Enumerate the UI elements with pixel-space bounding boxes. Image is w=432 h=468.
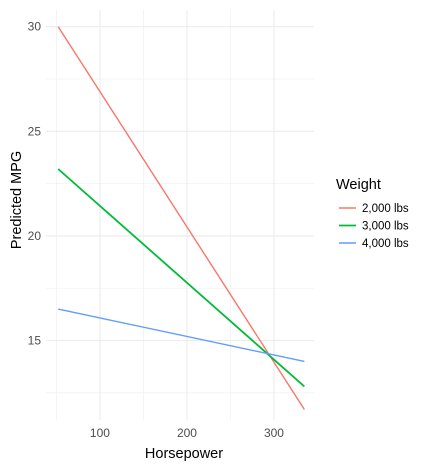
y-tick-label: 30 (28, 20, 42, 34)
y-tick-label: 25 (28, 124, 42, 138)
grid-minor (46, 10, 314, 420)
x-tick-label: 100 (90, 426, 110, 440)
legend-label-3: 4,000 lbs (362, 238, 409, 250)
series-line-1 (57, 26, 305, 410)
x-axis-ticks: 100 200 300 (90, 426, 284, 440)
series-line-2 (57, 168, 305, 388)
y-tick-label: 15 (28, 334, 42, 348)
legend-label-1: 2,000 lbs (362, 203, 409, 215)
x-tick-label: 200 (177, 426, 197, 440)
legend: Weight 2,000 lbs 3,000 lbs 4,000 lbs (336, 177, 409, 250)
y-axis-title: Predicted MPG (9, 151, 25, 249)
y-axis-ticks: 15 20 25 30 (28, 20, 42, 348)
legend-title: Weight (336, 177, 381, 193)
y-tick-label: 20 (28, 229, 42, 243)
series-layer (57, 26, 305, 410)
x-axis-title: Horsepower (145, 446, 223, 462)
series-line-3 (58, 308, 305, 363)
legend-label-2: 3,000 lbs (362, 221, 409, 233)
grid-major (46, 10, 314, 420)
legend-items: 2,000 lbs 3,000 lbs 4,000 lbs (339, 203, 409, 250)
x-tick-label: 300 (264, 426, 284, 440)
